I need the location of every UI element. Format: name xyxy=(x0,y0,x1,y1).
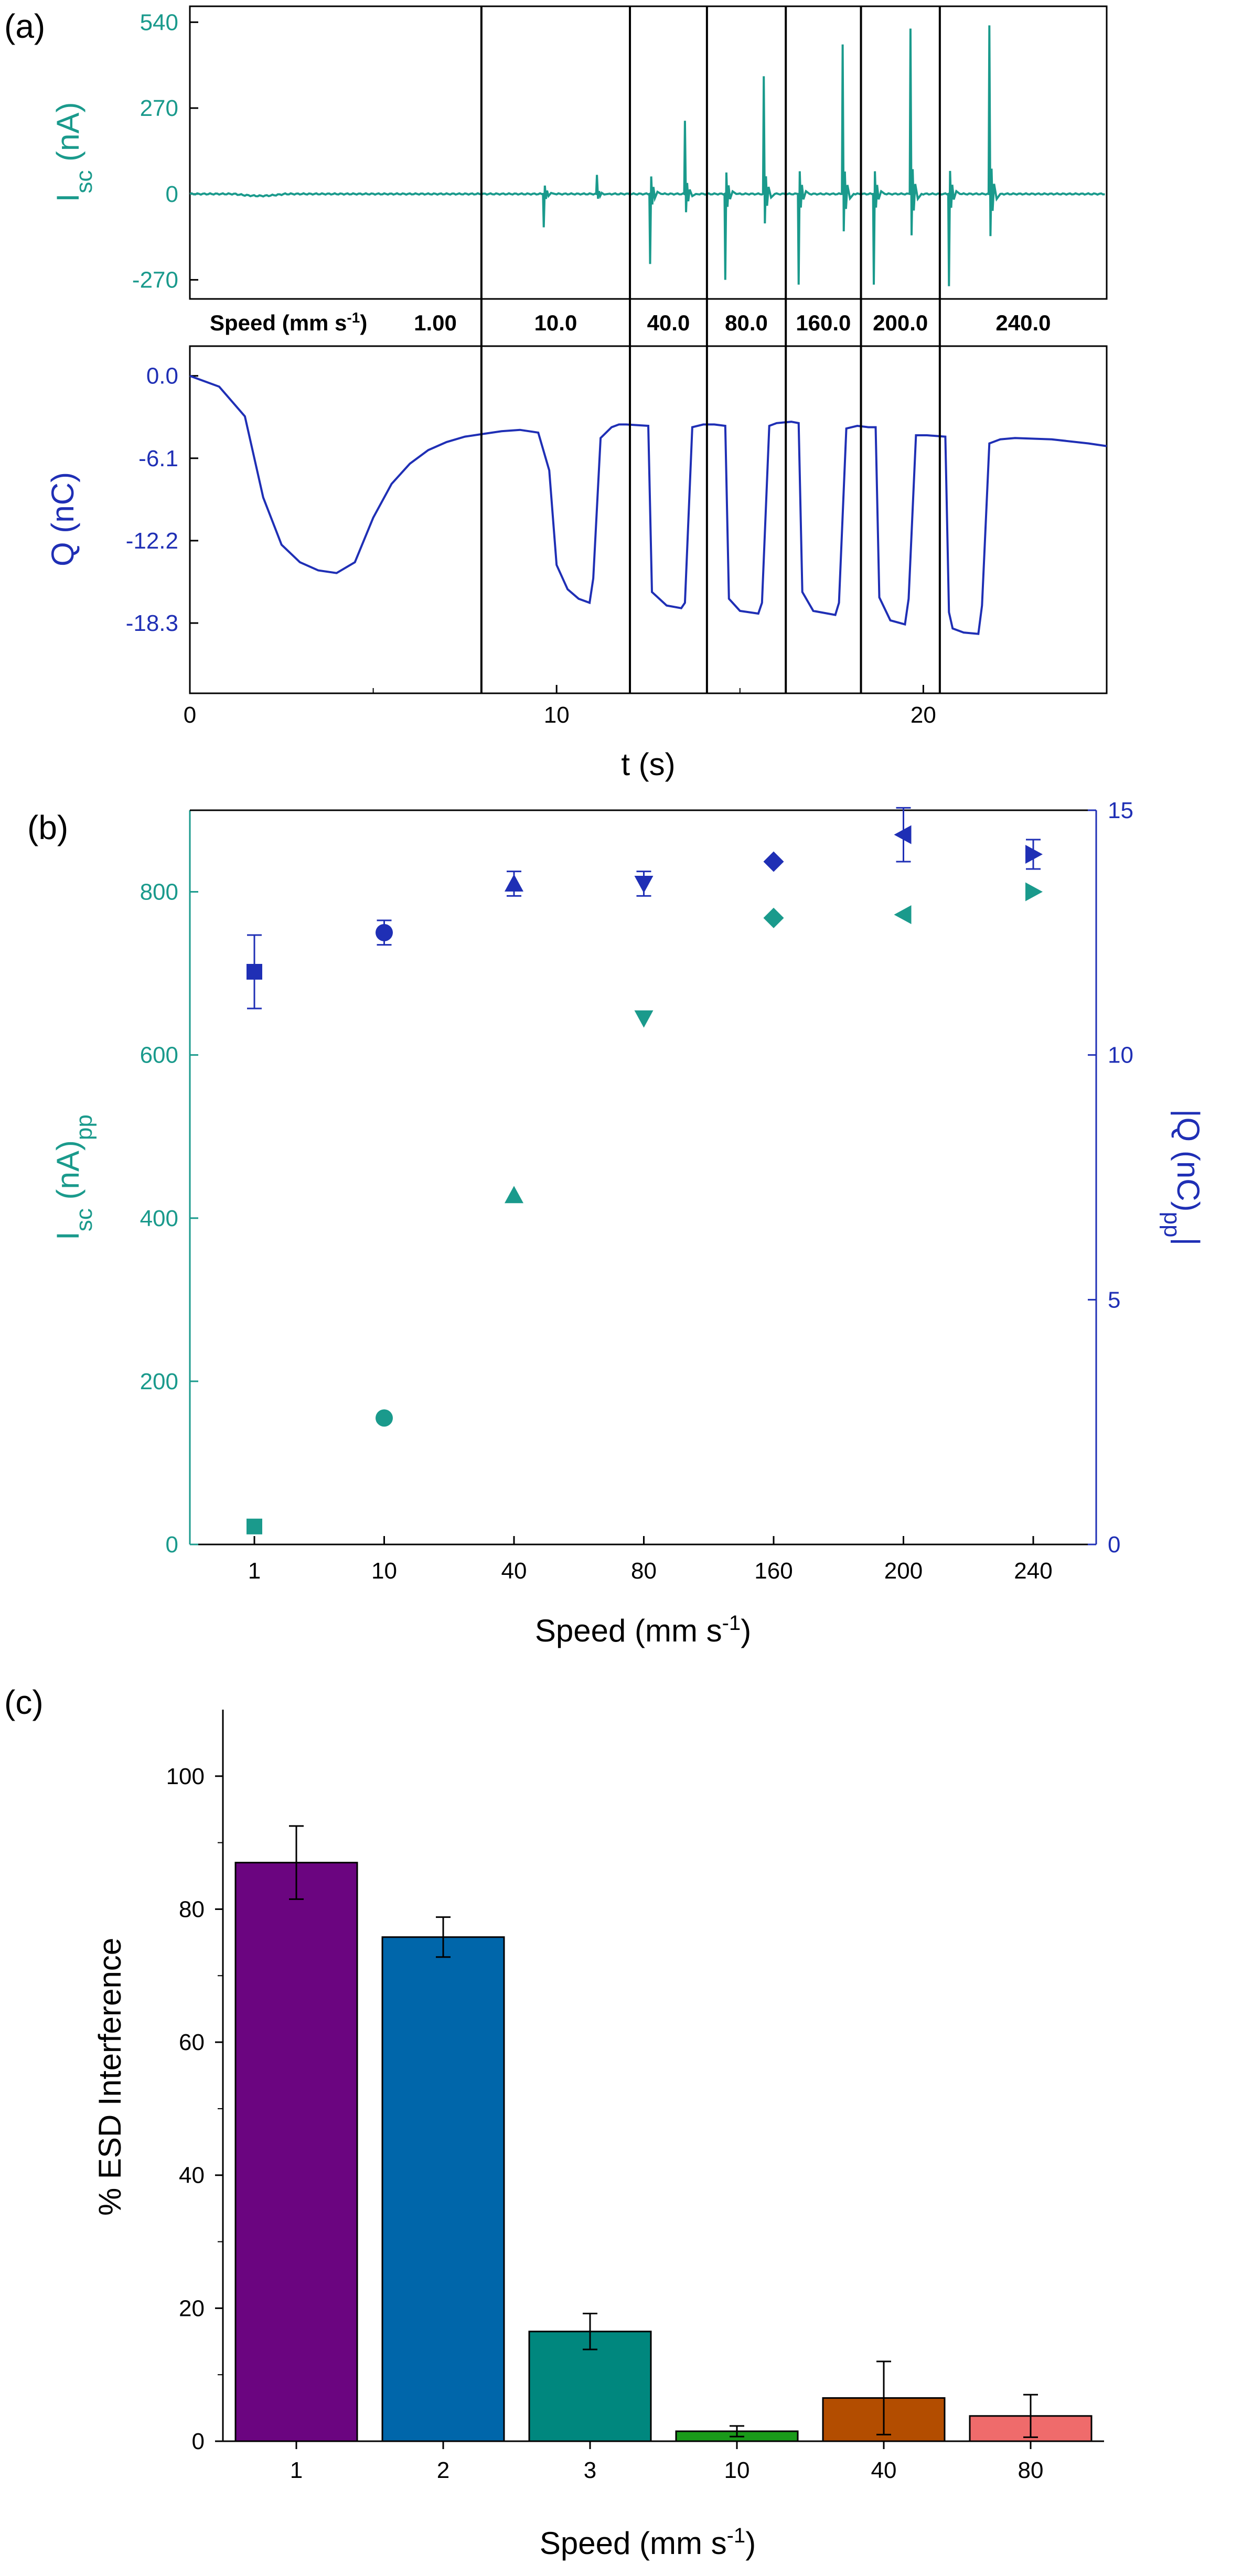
c-ytick-label: 40 xyxy=(179,2163,205,2188)
b-left-ytick-label: 400 xyxy=(140,1206,178,1231)
b-xtick-label: 10 xyxy=(371,1558,397,1584)
panel-c-bar-chart: 0 20 40 60 80 100 1 2 3 10 40 80 % ESD Interference… xyxy=(92,1710,1104,2561)
panel-b-left-ylabel: Isc (nA)pp xyxy=(50,1114,97,1240)
b-right-ytick-label: 10 xyxy=(1108,1043,1133,1068)
b-point-charge xyxy=(247,964,262,980)
b-xtick-label: 40 xyxy=(501,1558,527,1584)
c-ytick-label: 0 xyxy=(192,2429,205,2454)
c-ytick-label: 100 xyxy=(166,1764,205,1789)
b-point-charge xyxy=(376,924,393,941)
panel-c-ticks: 0 20 40 60 80 100 1 2 3 10 40 80 xyxy=(166,1764,1044,2483)
b-right-ytick-label: 0 xyxy=(1108,1532,1120,1558)
speed-segment-label: 80.0 xyxy=(725,310,768,335)
speed-segment-label: 1.00 xyxy=(414,310,457,335)
panel-a-current-plot: 540 270 0 -270 Isc (nA) xyxy=(50,5,1108,300)
panel-b-right-ylabel: |Q (nC)pp| xyxy=(1160,1109,1206,1246)
c-ytick-label: 60 xyxy=(179,2030,205,2055)
b-left-ytick-label: 0 xyxy=(166,1532,178,1558)
b-right-ytick-label: 5 xyxy=(1108,1287,1120,1313)
c-xtick-label: 10 xyxy=(724,2457,750,2483)
c-xtick-label: 1 xyxy=(290,2457,303,2483)
c-xtick-label: 2 xyxy=(437,2457,449,2483)
a-bot-ytick-label: -12.2 xyxy=(126,528,178,554)
c-ytick-label: 20 xyxy=(179,2295,205,2321)
b-point-current xyxy=(376,1409,393,1427)
a-top-ytick-label: -270 xyxy=(132,267,178,293)
c-bar xyxy=(234,1862,358,2442)
charge-trace xyxy=(189,374,1107,635)
panel-c-label: (c) xyxy=(4,1683,44,1721)
b-right-ytick-label: 15 xyxy=(1108,798,1133,823)
speed-segment-label: 40.0 xyxy=(647,310,690,335)
panel-c-xlabel: Speed (mm s-1) xyxy=(540,2524,756,2561)
b-left-ytick-label: 600 xyxy=(140,1043,178,1068)
panel-b-scatter: 0 200 400 600 800 0 5 10 15 1 10 40 80 160 200 240 Isc … xyxy=(50,798,1206,1648)
c-ytick-label: 80 xyxy=(179,1896,205,1922)
panel-a-bottom-ticks: 0.0 -6.1 -12.2 -18.3 0 10 20 xyxy=(126,363,936,728)
a-top-ytick-label: 270 xyxy=(140,95,178,121)
b-xtick-label: 200 xyxy=(884,1558,923,1584)
a-bot-xtick-label: 10 xyxy=(544,702,570,728)
b-point-charge xyxy=(763,851,784,872)
a-top-ytick-label: 0 xyxy=(166,181,178,207)
panel-a-charge-ylabel: Q (nC) xyxy=(45,472,80,566)
speed-segment-labels: 1.00 10.0 40.0 80.0 160.0 200.0 240.0 xyxy=(414,310,1051,335)
c-bar xyxy=(381,1936,505,2442)
c-xtick-label: 3 xyxy=(584,2457,596,2483)
panel-a-xlabel: t (s) xyxy=(621,747,675,782)
panel-a-bottom-frame xyxy=(189,345,1108,694)
b-xtick-label: 1 xyxy=(248,1558,261,1584)
panel-c-bars xyxy=(234,1825,1093,2442)
b-point-charge xyxy=(894,825,912,844)
current-trace xyxy=(189,25,1105,286)
b-point-current xyxy=(894,905,912,925)
panel-a-label: (a) xyxy=(4,7,45,45)
b-point-current xyxy=(1025,882,1043,901)
a-top-ytick-label: 540 xyxy=(140,9,178,35)
panel-b-label: (b) xyxy=(27,809,68,846)
speed-boundary-lines xyxy=(480,6,941,693)
panel-a-current-ylabel: Isc (nA) xyxy=(50,102,97,202)
panel-a-top-ticks: 540 270 0 -270 xyxy=(132,9,198,293)
panel-a-top-frame xyxy=(189,5,1108,300)
a-bot-ytick-label: -6.1 xyxy=(138,446,178,471)
a-bot-ytick-label: 0.0 xyxy=(146,363,178,389)
speed-segment-label: 10.0 xyxy=(534,310,577,335)
b-point-charge xyxy=(1025,845,1043,864)
a-bot-xtick-label: 20 xyxy=(911,702,936,728)
b-left-ytick-label: 200 xyxy=(140,1369,178,1394)
speed-row-label: Speed (mm s-1) xyxy=(210,309,367,336)
speed-segment-label: 160.0 xyxy=(796,310,851,335)
speed-segment-label: 240.0 xyxy=(995,310,1051,335)
b-left-ytick-label: 800 xyxy=(140,879,178,905)
panel-c-ylabel: % ESD Interference xyxy=(92,1938,127,2216)
b-point-current xyxy=(763,907,784,928)
panel-b-xlabel: Speed (mm s-1) xyxy=(535,1612,751,1648)
b-point-current xyxy=(247,1518,262,1534)
panel-b-points xyxy=(247,807,1043,1534)
c-xtick-label: 40 xyxy=(871,2457,897,2483)
panel-a-charge-plot: 0.0 -6.1 -12.2 -18.3 0 10 20 Q (nC) t (s) xyxy=(45,345,1108,782)
b-point-charge xyxy=(505,874,523,892)
b-xtick-label: 160 xyxy=(754,1558,793,1584)
b-point-current xyxy=(505,1186,523,1204)
a-bot-xtick-label: 0 xyxy=(184,702,196,728)
a-bot-ytick-label: -18.3 xyxy=(126,610,178,636)
b-xtick-label: 80 xyxy=(631,1558,657,1584)
b-xtick-label: 240 xyxy=(1014,1558,1052,1584)
b-point-charge xyxy=(634,876,654,893)
c-xtick-label: 80 xyxy=(1018,2457,1044,2483)
b-point-current xyxy=(634,1010,654,1028)
speed-segment-label: 200.0 xyxy=(873,310,928,335)
speed-row: Speed (mm s-1) 1.00 10.0 40.0 80.0 160.0 200.… xyxy=(190,298,1107,347)
panel-b-ticks: 0 200 400 600 800 0 5 10 15 1 10 40 80 160 200 240 xyxy=(140,798,1133,1584)
